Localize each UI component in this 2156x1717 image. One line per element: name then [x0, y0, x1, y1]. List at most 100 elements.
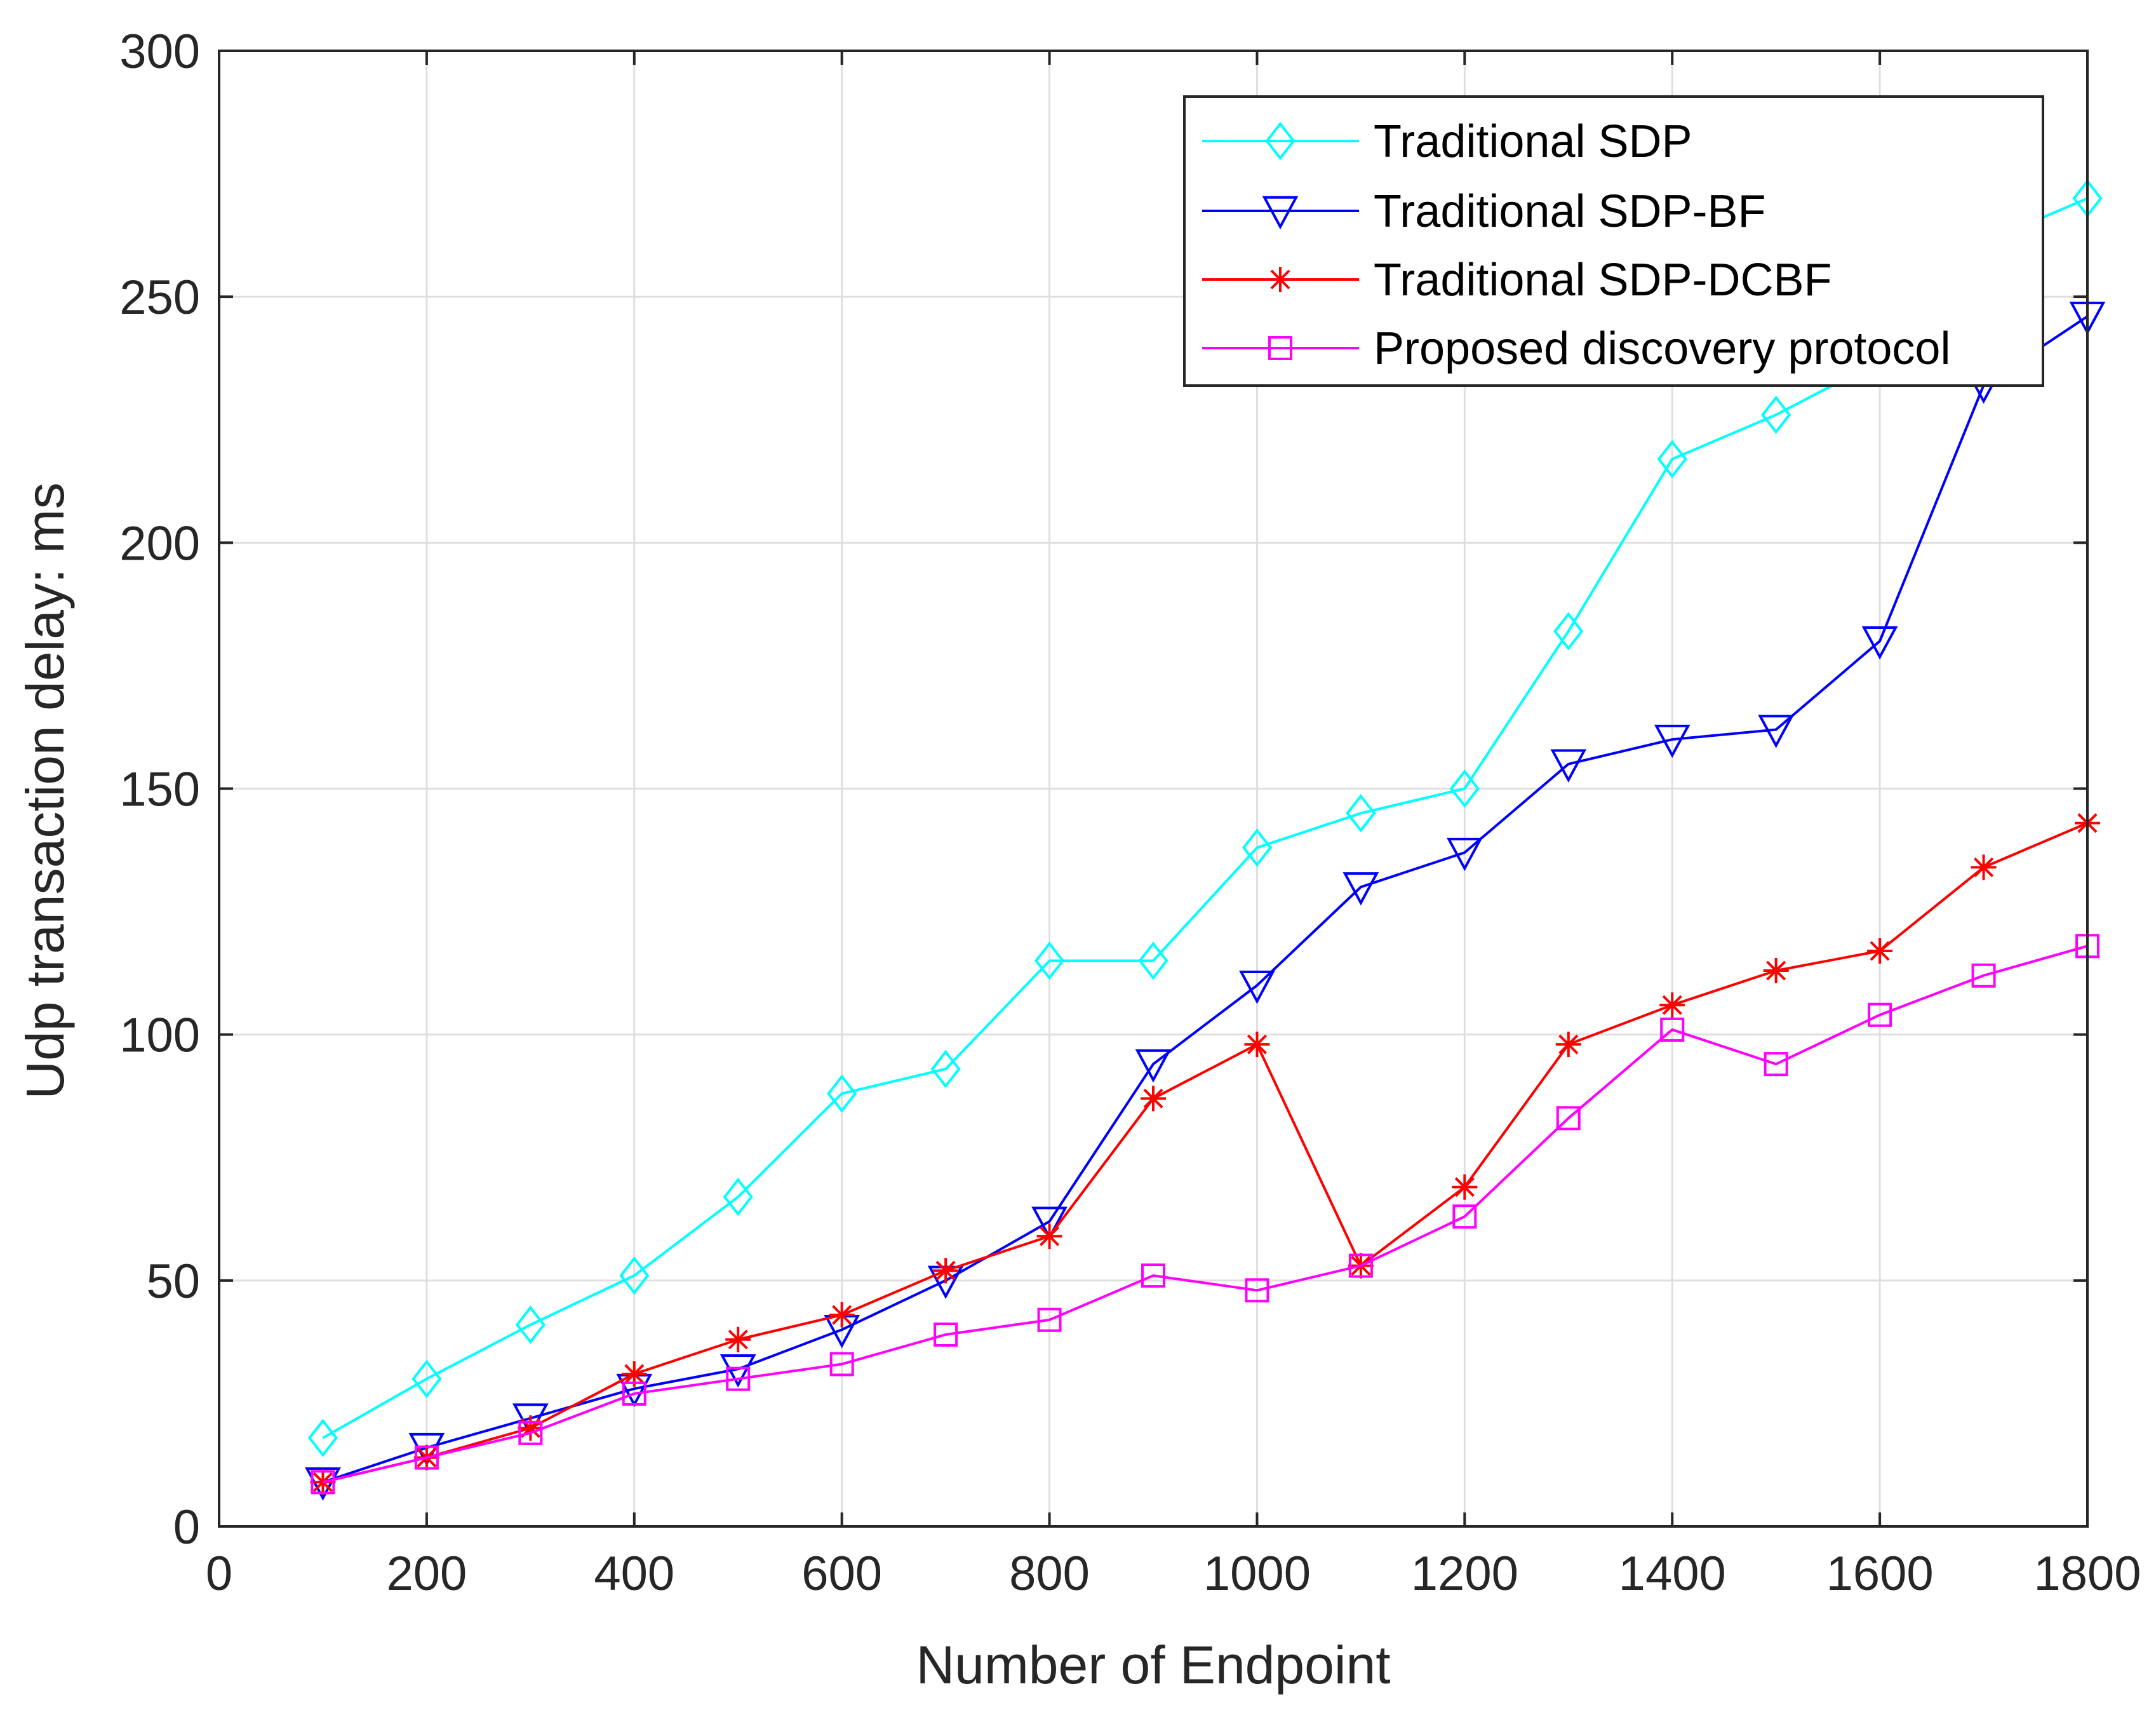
x-tick-label: 1000: [1203, 1547, 1311, 1601]
square-marker: [1348, 1253, 1373, 1278]
x-tick-label: 1800: [2033, 1547, 2141, 1601]
diamond-marker: [1657, 440, 1687, 478]
diamond-marker: [515, 1305, 546, 1344]
x-tick-label: 1400: [1619, 1547, 1726, 1601]
series-4: [311, 934, 2099, 1495]
x-tick-label: 400: [594, 1547, 674, 1601]
x-tick-label: 0: [206, 1547, 232, 1601]
y-tick-label: 0: [173, 1500, 200, 1554]
y-tick-label: 250: [119, 271, 200, 325]
square-marker: [934, 1323, 958, 1347]
diamond-marker: [412, 1359, 442, 1398]
asterisk-marker: [1141, 1086, 1166, 1112]
series-1: [307, 179, 2103, 1457]
y-axis-label: Udp transaction delay: ms: [15, 482, 75, 1099]
square-marker: [1660, 1017, 1685, 1042]
ticks: 0 200 400 600 800 1000 1200 1400 1600 1800 0 50 100 1…: [119, 25, 2141, 1601]
x-tick-label: 800: [1009, 1547, 1090, 1601]
diamond-marker: [619, 1256, 650, 1295]
triangle-marker: [1446, 837, 1483, 872]
asterisk-marker: [621, 1361, 647, 1387]
y-tick-label: 300: [119, 25, 200, 79]
square-marker: [726, 1366, 751, 1391]
triangle-marker: [1654, 724, 1691, 758]
asterisk-marker: [1036, 1223, 1062, 1249]
y-tick-label: 200: [119, 516, 200, 570]
asterisk-marker: [725, 1326, 751, 1352]
square-marker: [1037, 1307, 1062, 1332]
square-marker: [518, 1420, 543, 1445]
diamond-marker: [1553, 612, 1584, 650]
triangle-marker: [1758, 715, 1795, 748]
legend-item: Traditional SDP-DCBF: [1202, 255, 1832, 306]
legend-label: Traditional SDP-BF: [1374, 186, 1766, 237]
square-marker: [1268, 336, 1292, 360]
triangle-marker: [1262, 196, 1299, 230]
legend-items: Traditional SDP Traditional SDP-BF Traditi…: [1202, 116, 1950, 374]
asterisk-marker: [933, 1258, 959, 1284]
triangle-marker: [1239, 970, 1275, 1004]
legend-item: Traditional SDP-BF: [1202, 186, 1766, 237]
diamond-marker: [1138, 941, 1168, 980]
legend: Traditional SDP Traditional SDP-BF Traditi…: [1183, 95, 2044, 387]
y-tick-label: 100: [119, 1009, 200, 1063]
asterisk-marker: [518, 1415, 544, 1441]
series-line: [322, 945, 2088, 1484]
asterisk-marker: [310, 1469, 336, 1495]
triangle-marker: [1031, 1206, 1068, 1241]
triangle-marker: [1861, 626, 1898, 660]
legend-label: Traditional SDP-DCBF: [1374, 255, 1832, 306]
diamond-marker: [1242, 828, 1273, 867]
diamond-marker: [1265, 121, 1296, 161]
x-tick-label: 200: [386, 1547, 467, 1601]
triangle-marker: [1135, 1049, 1172, 1083]
series-3: [310, 810, 2100, 1495]
series-line: [322, 821, 2088, 1484]
square-marker: [1452, 1204, 1477, 1229]
series-line: [322, 197, 2088, 1439]
series-group: [305, 179, 2106, 1501]
y-tick-label: 50: [146, 1255, 200, 1309]
square-marker: [414, 1445, 439, 1470]
diamond-marker: [307, 1418, 338, 1457]
legend-label: Traditional SDP: [1374, 116, 1692, 167]
diamond-marker: [1346, 793, 1376, 833]
asterisk-marker: [1244, 1032, 1270, 1058]
x-tick-label: 1600: [1826, 1547, 1934, 1601]
asterisk-marker: [1867, 938, 1893, 964]
triangle-marker: [720, 1354, 756, 1388]
asterisk-marker: [1971, 854, 1997, 880]
asterisk-marker: [829, 1302, 855, 1328]
diamond-marker: [827, 1074, 857, 1113]
legend-label: Proposed discovery protocol: [1374, 323, 1950, 374]
y-tick-label: 150: [119, 763, 200, 817]
triangle-marker: [1342, 872, 1379, 906]
x-tick-label: 600: [801, 1547, 882, 1601]
square-marker: [1141, 1263, 1165, 1288]
x-tick-label: 1200: [1411, 1547, 1518, 1601]
diamond-marker: [930, 1049, 961, 1089]
asterisk-marker: [1555, 1032, 1581, 1058]
square-marker: [1764, 1052, 1788, 1077]
asterisk-marker: [1268, 267, 1293, 292]
square-marker: [622, 1381, 646, 1406]
triangle-marker: [1550, 749, 1587, 783]
diamond-marker: [1449, 769, 1480, 808]
square-marker: [829, 1352, 854, 1377]
legend-item: Traditional SDP: [1202, 116, 1692, 167]
diamond-marker: [1761, 395, 1791, 434]
square-marker: [311, 1470, 335, 1495]
diamond-marker: [723, 1177, 753, 1216]
square-marker: [1971, 963, 1996, 988]
legend-box: [1183, 95, 2044, 387]
diamond-marker: [1034, 941, 1065, 980]
asterisk-marker: [1452, 1174, 1478, 1200]
square-marker: [1868, 1002, 1892, 1027]
asterisk-marker: [1659, 992, 1685, 1018]
square-marker: [1556, 1106, 1581, 1131]
legend-item: Proposed discovery protocol: [1202, 323, 1950, 374]
x-axis-label: Number of Endpoint: [916, 1635, 1390, 1695]
square-marker: [1245, 1278, 1269, 1303]
asterisk-marker: [1763, 958, 1789, 983]
